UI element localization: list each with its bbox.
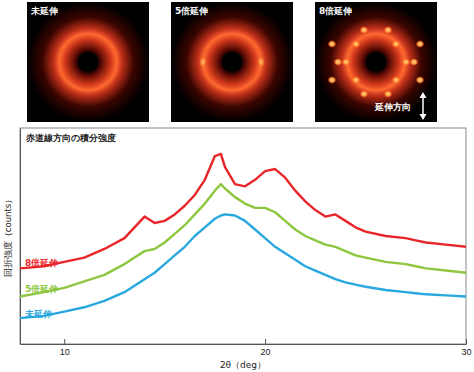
x-axis: 10 20 30 <box>21 339 472 357</box>
image-background <box>315 2 437 122</box>
image-background <box>171 2 293 122</box>
legend-entry: 未延伸 <box>24 309 52 319</box>
diffraction-spot <box>334 58 343 66</box>
diffraction-spot <box>199 56 207 68</box>
diffraction-spot <box>416 40 425 48</box>
y-axis-title: 回折強度（counts） <box>3 195 13 277</box>
x-tick: 20 <box>261 339 271 357</box>
x-tick-label: 30 <box>461 347 471 357</box>
x-axis-title: 2θ（deg） <box>220 360 266 370</box>
diffraction-image: 5倍延伸 <box>171 2 293 122</box>
chart-title: 赤道線方向の積分強度 <box>25 133 116 143</box>
x-tick-label: 10 <box>60 347 70 357</box>
direction-label: 延伸方向 <box>374 102 411 112</box>
legend-entry: 5倍延伸 <box>25 284 58 294</box>
diffraction-spot <box>384 26 393 34</box>
x-tick-mark <box>466 339 467 344</box>
legend-entry: 8倍延伸 <box>25 258 58 268</box>
series-line <box>20 184 466 296</box>
y-axis <box>20 129 21 345</box>
diffraction-spot <box>392 40 401 48</box>
diffraction-spot <box>352 40 361 48</box>
diffraction-spot <box>257 56 265 68</box>
diffraction-spot <box>384 90 393 98</box>
x-tick-label: 20 <box>261 347 271 357</box>
direction-arrowhead <box>420 92 427 120</box>
series-line <box>20 214 466 318</box>
x-tick: 10 <box>60 339 70 357</box>
diffraction-spot <box>402 58 411 66</box>
figure: 未延伸5倍延伸8倍延伸延伸方向102030赤道線方向の積分強度8倍延伸5倍延伸未… <box>0 0 474 372</box>
image-background <box>27 2 149 122</box>
diffraction-image: 8倍延伸延伸方向 <box>315 2 437 122</box>
x-tick-mark <box>64 339 65 344</box>
x-axis-line <box>21 344 467 345</box>
diffraction-spot <box>328 40 337 48</box>
x-tick: 30 <box>461 339 471 357</box>
series-line <box>20 154 466 268</box>
y-axis-line <box>20 129 21 345</box>
diffraction-spot <box>328 76 337 84</box>
diffraction-spot <box>352 76 361 84</box>
diffraction-spot <box>410 58 419 66</box>
diffraction-image: 未延伸 <box>27 2 149 122</box>
plot-area <box>20 154 466 318</box>
x-tick-mark <box>265 339 266 344</box>
image-label: 未延伸 <box>30 6 58 16</box>
diffraction-spot <box>360 26 369 34</box>
diffraction-spot <box>342 58 351 66</box>
image-label: 5倍延伸 <box>175 6 208 16</box>
plot-frame <box>20 128 466 344</box>
diffraction-spot <box>360 90 369 98</box>
diffraction-spot <box>416 76 425 84</box>
diffraction-spot <box>392 76 401 84</box>
image-label: 8倍延伸 <box>319 6 352 16</box>
